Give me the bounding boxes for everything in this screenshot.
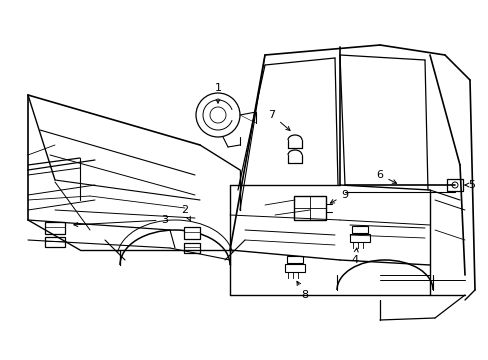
FancyBboxPatch shape: [286, 256, 303, 263]
Text: 4: 4: [351, 248, 358, 265]
Text: 2: 2: [181, 205, 190, 221]
FancyBboxPatch shape: [183, 243, 200, 253]
FancyBboxPatch shape: [293, 196, 325, 220]
Text: 9: 9: [330, 190, 348, 203]
FancyBboxPatch shape: [183, 227, 200, 239]
FancyBboxPatch shape: [351, 226, 367, 233]
Text: 1: 1: [214, 83, 221, 103]
FancyBboxPatch shape: [45, 237, 65, 247]
Text: 8: 8: [296, 281, 308, 300]
FancyBboxPatch shape: [285, 264, 305, 272]
FancyBboxPatch shape: [45, 222, 65, 234]
FancyBboxPatch shape: [349, 234, 369, 242]
Text: 6: 6: [376, 170, 396, 183]
Text: 5: 5: [464, 180, 474, 190]
Text: 7: 7: [268, 110, 289, 130]
FancyBboxPatch shape: [446, 179, 462, 191]
Text: 3: 3: [74, 215, 168, 226]
